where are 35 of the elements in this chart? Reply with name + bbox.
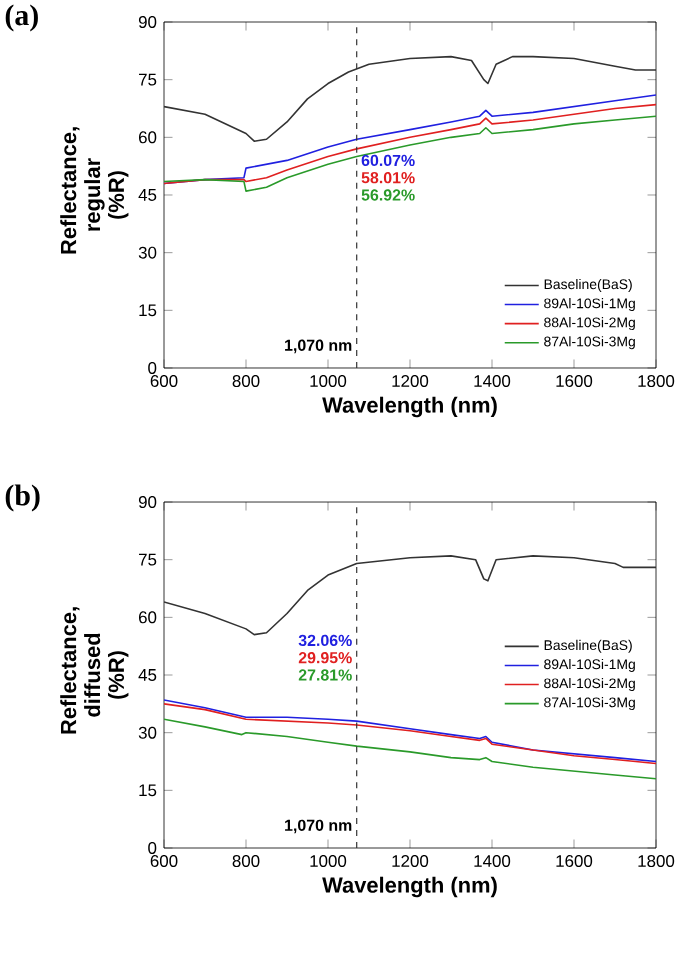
y-tick-label: 30 <box>138 246 157 259</box>
y-axis-title: Reflectance, regular (%R) <box>60 127 129 254</box>
x-tick-label: 1800 <box>638 855 675 868</box>
y-tick-label: 60 <box>139 611 157 624</box>
x-tick-label: 1400 <box>474 855 511 868</box>
y-tick-label: 90 <box>138 16 157 28</box>
x-tick-label: 1800 <box>638 375 675 388</box>
x-tick-label: 1000 <box>310 855 347 868</box>
x-tick-label: 800 <box>232 855 260 868</box>
x-tick-label: 1400 <box>474 375 511 388</box>
chart-title: (b) <box>5 484 40 512</box>
chart-title: (a) <box>5 4 38 32</box>
y-tick-label: 15 <box>139 784 157 797</box>
line-series <box>164 115 657 192</box>
y-tick-label: 90 <box>138 496 157 508</box>
x-tick-label: 600 <box>150 375 178 388</box>
x-tick-label: 1000 <box>310 375 347 388</box>
y-tick-label: 15 <box>139 304 157 317</box>
y-tick-label: 0 <box>148 362 157 374</box>
x-tick-label: 1200 <box>392 855 429 868</box>
y-tick-label: 0 <box>148 842 157 854</box>
y-tick-label: 45 <box>138 189 157 201</box>
y-tick-label: 60 <box>139 131 157 144</box>
y-axis-title: Reflectance, diffused (%R) <box>60 607 129 734</box>
x-axis-title: Wavelength (nm) <box>322 396 497 418</box>
x-axis-title: Wavelength (nm) <box>322 876 497 898</box>
y-tick-label: 75 <box>139 553 157 566</box>
y-tick-label: 45 <box>138 669 157 681</box>
x-tick-label: 1200 <box>392 375 429 388</box>
x-tick-label: 800 <box>232 375 260 388</box>
x-tick-label: 1600 <box>556 855 593 868</box>
y-tick-label: 30 <box>138 726 157 739</box>
x-tick-label: 1600 <box>556 375 593 388</box>
x-tick-label: 600 <box>150 855 178 868</box>
y-tick-label: 75 <box>139 73 157 86</box>
